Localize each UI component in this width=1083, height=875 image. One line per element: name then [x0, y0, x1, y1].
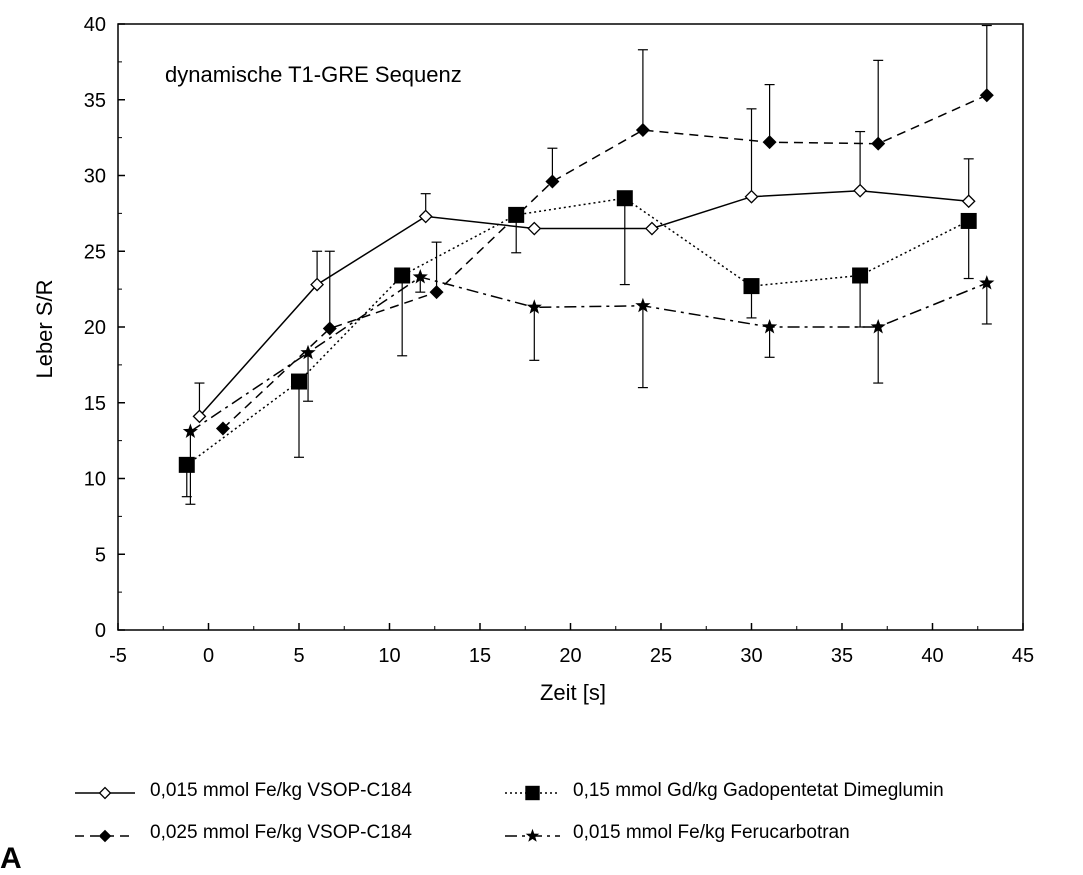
data-point-star	[762, 319, 778, 334]
data-point-filled-square	[291, 373, 307, 390]
data-point-filled-square	[852, 267, 869, 284]
legend-symbols	[75, 785, 560, 843]
plot-frame	[117, 23, 1024, 631]
data-point-filled-diamond	[98, 829, 112, 843]
data-point-filled-square	[394, 267, 411, 284]
y-tick-label: 30	[84, 166, 106, 188]
legend-label-ferucarbotran: 0,015 mmol Fe/kg Ferucarbotran	[573, 822, 850, 843]
data-point-star	[979, 275, 995, 290]
data-point-star	[525, 828, 540, 842]
y-tick-label: 35	[84, 90, 106, 112]
y-tick-label: 25	[84, 241, 106, 263]
data-point-open-diamond	[192, 409, 207, 424]
y-tick-label: 5	[95, 544, 106, 566]
series-line	[198, 189, 969, 417]
data-point-filled-diamond	[979, 88, 994, 103]
data-point-open-diamond	[645, 221, 659, 236]
y-tick-label: 20	[84, 317, 106, 339]
data-point-filled-square	[178, 456, 195, 473]
x-tick-label: 40	[921, 645, 943, 667]
panel-letter: A	[0, 842, 22, 875]
series-line	[186, 197, 970, 466]
chart-title: dynamische T1-GRE Sequenz	[165, 62, 462, 87]
y-tick-label: 0	[95, 620, 106, 642]
x-tick-label: 15	[469, 645, 491, 667]
y-axis-label: Leber S/R	[32, 279, 57, 378]
data-point-star	[526, 299, 542, 314]
x-tick-label: 20	[559, 645, 581, 667]
x-tick-label: 45	[1012, 645, 1034, 667]
data-point-filled-diamond	[215, 421, 230, 436]
data-point-filled-square	[616, 190, 633, 207]
data-point-open-diamond	[310, 277, 325, 292]
data-point-filled-diamond	[545, 174, 560, 189]
x-tick-label: 35	[831, 645, 853, 667]
series-line	[222, 94, 988, 430]
data-point-star	[412, 269, 428, 284]
data-point-star	[870, 319, 886, 334]
data-point-star	[635, 297, 651, 313]
data-point-open-diamond	[744, 189, 759, 204]
data-point-open-diamond	[418, 209, 433, 224]
legend-label-vsop-015: 0,015 mmol Fe/kg VSOP-C184	[150, 780, 412, 801]
data-point-filled-square	[525, 785, 540, 801]
plot-area	[178, 24, 995, 505]
x-tick-label: 0	[203, 645, 214, 667]
data-point-open-diamond	[853, 183, 868, 198]
data-point-open-diamond	[527, 221, 542, 236]
y-tick-label: 10	[84, 469, 106, 491]
data-point-open-diamond	[98, 786, 112, 800]
data-point-filled-diamond	[871, 136, 886, 151]
data-point-star	[300, 344, 316, 360]
data-point-star	[182, 423, 198, 438]
x-tick-label: 25	[650, 645, 672, 667]
legend-label-vsop-025: 0,025 mmol Fe/kg VSOP-C184	[150, 822, 412, 843]
data-point-filled-diamond	[762, 135, 777, 150]
x-tick-label: 5	[293, 645, 304, 667]
x-tick-label: 10	[378, 645, 400, 667]
y-tick-label: 15	[84, 393, 106, 415]
x-tick-label: -5	[109, 645, 127, 667]
y-tick-label: 40	[84, 14, 106, 36]
x-tick-label: 30	[740, 645, 762, 667]
x-axis-label: Zeit [s]	[540, 680, 606, 705]
data-point-filled-square	[743, 278, 760, 295]
data-point-filled-diamond	[429, 285, 444, 300]
data-point-open-diamond	[961, 194, 976, 209]
data-point-filled-diamond	[322, 321, 337, 336]
data-point-filled-square	[960, 212, 977, 229]
data-point-filled-square	[508, 206, 525, 223]
data-point-filled-diamond	[635, 123, 650, 138]
legend-label-gadopentetat: 0,15 mmol Gd/kg Gadopentetat Dimeglumin	[573, 780, 944, 801]
